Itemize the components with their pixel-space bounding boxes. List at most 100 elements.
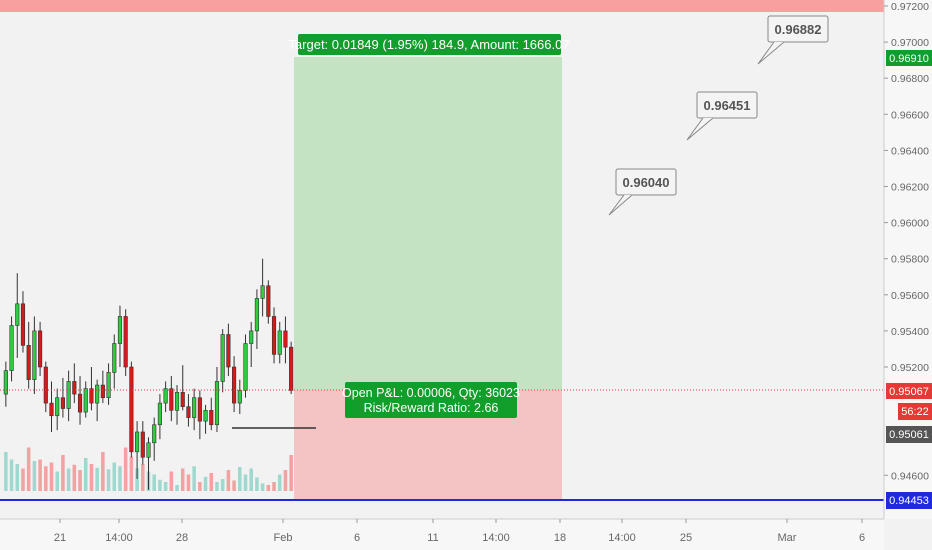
volume-bar (289, 455, 293, 491)
candle-body (249, 330, 254, 344)
time-tick-label: Feb (274, 532, 293, 544)
callout-0[interactable]: 0.96040 (608, 168, 677, 216)
volume-bar (38, 459, 42, 491)
candle-body (95, 384, 100, 404)
candle-body (232, 366, 237, 404)
candle-body (266, 285, 271, 317)
pnl-label-box (345, 382, 517, 418)
volume-bar (238, 467, 242, 491)
volume-bar (220, 479, 225, 491)
current-price-badge (886, 383, 932, 399)
candle-body (237, 390, 242, 404)
time-tick-label: 11 (427, 532, 438, 544)
callout-2[interactable]: 0.96882 (757, 15, 829, 65)
candle-body (32, 330, 37, 380)
candles (3, 258, 294, 490)
volume-bar (175, 485, 179, 491)
candle-body (100, 384, 105, 398)
candle-body (117, 316, 123, 344)
callout-label: 0.96040 (623, 175, 670, 190)
target-label: Target: 0.01849 (1.95%) 184.9, Amount: 1… (288, 37, 569, 52)
candle-body (271, 316, 277, 355)
time-tick-label: 6 (354, 532, 360, 544)
volume-bar (55, 471, 59, 491)
price-tick-label: 0.96400 (891, 145, 929, 157)
volume-bar (215, 482, 219, 491)
countdown-text: 56:22 (901, 406, 929, 418)
volume-bar (123, 447, 128, 491)
candle-body (203, 410, 208, 422)
volume-bar (4, 452, 8, 491)
volume-bar (209, 473, 214, 491)
volume-bar (232, 480, 236, 491)
candle-body (260, 285, 265, 299)
candle-body (209, 410, 214, 426)
callout-label: 0.96451 (704, 98, 751, 113)
volume-bar (243, 474, 248, 491)
candle-body (186, 406, 191, 418)
candle-body (226, 334, 231, 368)
volume-bar (129, 456, 134, 491)
volume-bar (186, 474, 191, 491)
price-tick-label: 0.97200 (891, 1, 929, 13)
price-tick-label: 0.96800 (891, 73, 929, 85)
time-tick-label: Mar (778, 532, 797, 544)
volume-bars (4, 447, 293, 491)
volume-bar (118, 466, 122, 491)
volume-bar (66, 468, 71, 491)
rr-label: Risk/Reward Ratio: 2.66 (364, 401, 499, 415)
target-price-badge (886, 50, 932, 66)
volume-bar (72, 464, 77, 491)
candle-body (20, 303, 26, 346)
volume-bar (15, 464, 20, 491)
volume-bar (141, 464, 145, 491)
price-tick-label: 0.95800 (891, 254, 929, 266)
time-tick-label: 18 (554, 532, 566, 544)
candle-body (214, 381, 220, 426)
top-resistance-band (0, 0, 884, 12)
time-tick-label: 25 (680, 532, 692, 544)
volume-bar (44, 466, 48, 491)
time-tick-label: 14:00 (608, 532, 636, 544)
current-price-text: 0.95067 (889, 386, 929, 398)
price-axis-ticks: 0.97200 0.97000 0.96800 0.96600 0.96400 0.962… (884, 1, 929, 482)
candle-body (112, 343, 117, 373)
price-tick-label: 0.94600 (891, 470, 929, 482)
candle-body (135, 431, 140, 453)
volume-bar (226, 470, 231, 491)
pnl-label: Open P&L: 0.00006, Qty: 36023 (342, 386, 520, 400)
volume-bar (78, 470, 82, 491)
price-tick-label: 0.95400 (891, 326, 929, 338)
callout-1[interactable]: 0.96451 (686, 91, 758, 141)
candle-body (9, 325, 14, 371)
time-tick-label: 21 (54, 532, 66, 544)
volume-bar (83, 458, 88, 491)
price-tick-label: 0.95200 (891, 362, 929, 374)
candle-body (277, 330, 282, 355)
candle-body (15, 303, 20, 326)
volume-bar (272, 482, 276, 491)
time-axis[interactable] (0, 519, 884, 550)
volume-bar (26, 447, 31, 491)
volume-bar (32, 461, 37, 491)
stop-price-text: 0.94453 (889, 495, 929, 507)
candle-body (243, 343, 248, 391)
volume-bar (192, 466, 196, 491)
candle-body (43, 366, 48, 404)
target-label-box (298, 34, 561, 55)
candle-body (283, 330, 288, 348)
candle-body (192, 397, 197, 418)
stop-price-badge (886, 492, 932, 509)
candle-body (197, 397, 202, 422)
candle-body (163, 388, 168, 404)
candle-body (83, 388, 88, 413)
volume-bar (101, 452, 105, 491)
price-tick-label: 0.96600 (891, 109, 929, 121)
volume-bar (158, 479, 162, 491)
volume-bar (49, 462, 54, 491)
price-tick-label: 0.96200 (891, 182, 929, 194)
volume-bar (95, 467, 99, 491)
volume-bar (163, 482, 168, 491)
volume-bar (21, 468, 25, 491)
